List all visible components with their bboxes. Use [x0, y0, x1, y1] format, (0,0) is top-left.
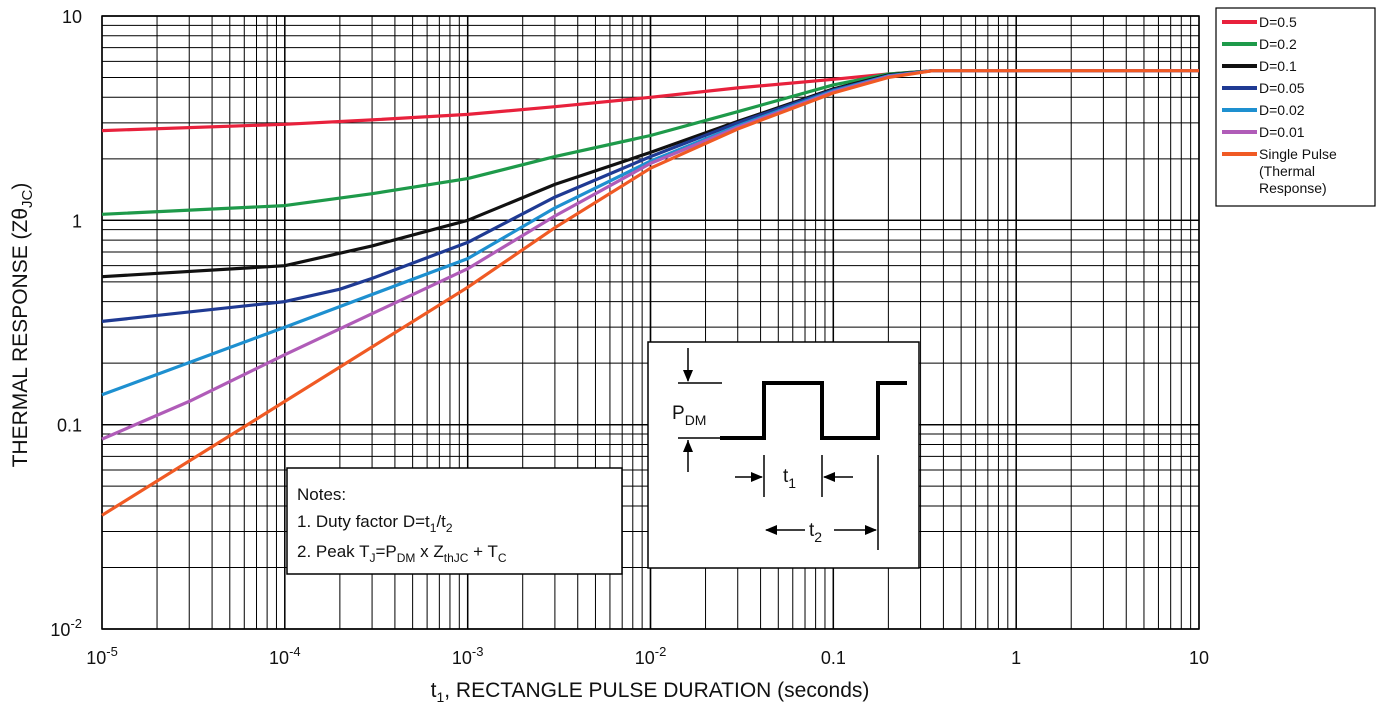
y-axis-title: THERMAL RESPONSE (ZθJC) — [9, 183, 36, 468]
pdm-arrowhead-top — [683, 370, 693, 382]
t2-label: t2 — [809, 520, 822, 545]
legend: D=0.5 D=0.2 D=0.1 D=0.05 D=0.02 D=0.01 Single … — [1215, 7, 1376, 207]
x-tick-label: 10-2 — [635, 644, 667, 668]
x-tick-label: 10-5 — [86, 644, 118, 668]
pulse-waveform — [720, 381, 907, 440]
series-layer — [101, 69, 1199, 517]
legend-label-6: (Thermal — [1259, 163, 1315, 179]
t1-label: t1 — [783, 466, 796, 491]
t1-arrowhead-left — [751, 472, 763, 482]
notes-frame — [286, 467, 623, 575]
y-tick-labels: 10 1 0.1 10-2 — [50, 7, 82, 640]
notes-box: Notes: 1. Duty factor D=t1/t2 2. Peak TJ… — [286, 467, 623, 575]
t2-arrowhead-left — [765, 525, 777, 535]
series-line-6 — [101, 69, 1199, 517]
y-tick-label: 10-2 — [50, 616, 82, 640]
t1-arrowhead-right — [823, 472, 835, 482]
legend-label-1: D=0.2 — [1259, 36, 1297, 52]
pdm-arrowhead-bottom — [683, 440, 693, 452]
legend-label-3: D=0.05 — [1259, 80, 1305, 96]
legend-label-4: D=0.02 — [1259, 102, 1305, 118]
pdm-label: PDM — [672, 403, 706, 428]
legend-label-2: D=0.1 — [1259, 58, 1297, 74]
legend-label-6: Single Pulse — [1259, 146, 1337, 162]
note-line-2: 2. Peak TJ=PDM x ZthJC + TC — [297, 542, 507, 565]
y-tick-label: 1 — [72, 211, 82, 231]
legend-label-0: D=0.5 — [1259, 14, 1297, 30]
x-tick-label: 10-4 — [269, 644, 301, 668]
x-tick-label: 10-3 — [452, 644, 484, 668]
plot-frame — [101, 15, 1200, 630]
legend-box — [1215, 7, 1376, 207]
legend-label-5: D=0.01 — [1259, 124, 1305, 140]
y-tick-label: 10 — [62, 7, 82, 27]
x-axis-title: t1, RECTANGLE PULSE DURATION (seconds) — [431, 679, 870, 705]
pulse-diagram: PDM t1 t2 — [647, 341, 920, 569]
y-tick-label: 0.1 — [57, 416, 82, 436]
x-tick-label: 0.1 — [821, 648, 846, 668]
note-line-1: 1. Duty factor D=t1/t2 — [297, 512, 453, 535]
x-tick-label: 1 — [1011, 648, 1021, 668]
x-tick-labels: 10-5 10-4 10-3 10-2 0.1 1 10 — [86, 644, 1209, 668]
legend-label-6: Response) — [1259, 180, 1327, 196]
notes-heading: Notes: — [297, 485, 346, 504]
t2-arrowhead-right — [865, 525, 877, 535]
x-tick-label: 10 — [1189, 648, 1209, 668]
